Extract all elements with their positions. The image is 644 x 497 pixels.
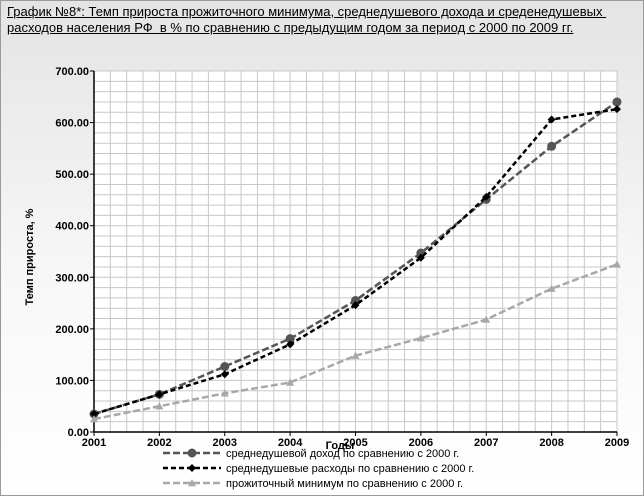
x-tick-label: 2007 <box>474 437 498 449</box>
chart-title: График №8*: Темп прироста прожиточного м… <box>7 4 607 35</box>
x-axis-label: Годы <box>326 440 355 452</box>
legend-label: среднедушевой доход по сравнению с 2000 … <box>226 448 459 460</box>
x-tick-label: 2003 <box>213 437 237 449</box>
y-tick-label: 0.00 <box>68 427 89 439</box>
data-point <box>155 402 164 410</box>
data-point <box>286 378 295 386</box>
data-point <box>220 362 230 372</box>
y-tick-label: 400.00 <box>55 221 89 233</box>
data-point <box>547 115 556 124</box>
data-point <box>547 284 556 292</box>
legend-marker <box>187 448 197 458</box>
y-tick-label: 700.00 <box>55 66 89 78</box>
legend-marker <box>188 479 196 487</box>
data-point <box>90 409 98 418</box>
data-point <box>482 192 491 201</box>
data-point <box>416 253 425 262</box>
data-point <box>155 390 164 399</box>
y-axis-label: Темп прироста, % <box>24 208 36 305</box>
legend-item: прожиточный минимум по сравнению с 2000 … <box>163 478 463 490</box>
legend: среднедушевой доход по сравнению с 2000 … <box>163 448 474 490</box>
data-point <box>613 105 621 114</box>
x-tick-label: 2001 <box>82 437 106 449</box>
data-point <box>351 351 360 359</box>
series-3 <box>90 260 621 423</box>
legend-item: среднедушевой доход по сравнению с 2000 … <box>163 448 459 460</box>
data-point <box>286 340 295 349</box>
legend-item: среднедушевые расходы по сравнению с 200… <box>163 463 474 475</box>
data-point <box>547 141 557 151</box>
data-point <box>416 334 425 342</box>
x-tick-label: 2008 <box>539 437 563 449</box>
x-tick-label: 2009 <box>605 437 629 449</box>
y-tick-label: 500.00 <box>55 169 89 181</box>
y-tick-label: 300.00 <box>55 272 89 284</box>
data-point <box>613 260 621 268</box>
legend-label: прожиточный минимум по сравнению с 2000 … <box>226 478 463 490</box>
x-tick-label: 2006 <box>409 437 433 449</box>
y-tick-label: 600.00 <box>55 118 89 130</box>
y-tick-label: 200.00 <box>55 324 89 336</box>
x-tick-label: 2005 <box>343 437 367 449</box>
data-point <box>482 315 491 323</box>
legend-label: среднедушевые расходы по сравнению с 200… <box>226 463 474 475</box>
x-tick-label: 2002 <box>147 437 171 449</box>
data-point <box>351 301 360 310</box>
data-point <box>220 370 229 379</box>
series-2 <box>90 105 621 418</box>
data-point <box>220 389 229 397</box>
legend-marker <box>188 464 196 472</box>
data-point <box>90 415 98 423</box>
y-tick-label: 100.00 <box>55 375 89 387</box>
x-tick-label: 2004 <box>278 437 303 449</box>
data-point <box>612 97 622 107</box>
